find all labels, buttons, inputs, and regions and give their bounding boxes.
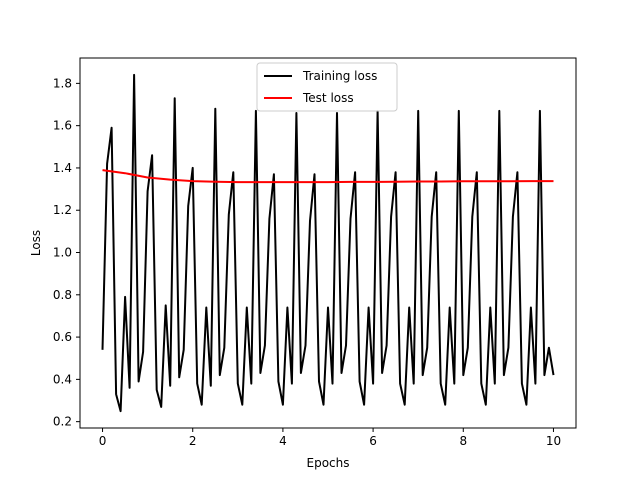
y-tick-label: 1.6 [53, 119, 72, 133]
y-axis: 0.2 0.4 0.6 0.8 1.0 1.2 1.4 1.6 1.8 [53, 76, 80, 429]
legend-label-training-loss: Training loss [302, 69, 377, 83]
y-axis-label: Loss [29, 230, 43, 256]
x-tick-label: 4 [279, 434, 287, 448]
x-axis: 0 2 4 6 8 10 [99, 428, 561, 448]
series-line-test-loss [102, 169, 554, 184]
y-tick-label: 1.2 [53, 203, 72, 217]
legend-label-test-loss: Test loss [302, 91, 354, 105]
axes-frame [79, 57, 577, 429]
plot-area [101, 73, 555, 413]
y-tick-label: 1.8 [53, 76, 72, 90]
legend: Training loss Test loss [256, 62, 398, 112]
x-tick-label: 8 [459, 434, 467, 448]
series-line-training-loss [101, 73, 555, 413]
x-tick-label: 2 [189, 434, 197, 448]
x-tick-label: 6 [369, 434, 377, 448]
x-axis-label: Epochs [307, 456, 350, 470]
y-tick-label: 0.4 [53, 372, 72, 386]
y-tick-label: 0.6 [53, 330, 72, 344]
y-tick-label: 0.2 [53, 415, 72, 429]
x-tick-label: 10 [546, 434, 561, 448]
x-tick-label: 0 [99, 434, 107, 448]
y-tick-label: 1.0 [53, 246, 72, 260]
y-tick-label: 1.4 [53, 161, 72, 175]
y-tick-label: 0.8 [53, 288, 72, 302]
